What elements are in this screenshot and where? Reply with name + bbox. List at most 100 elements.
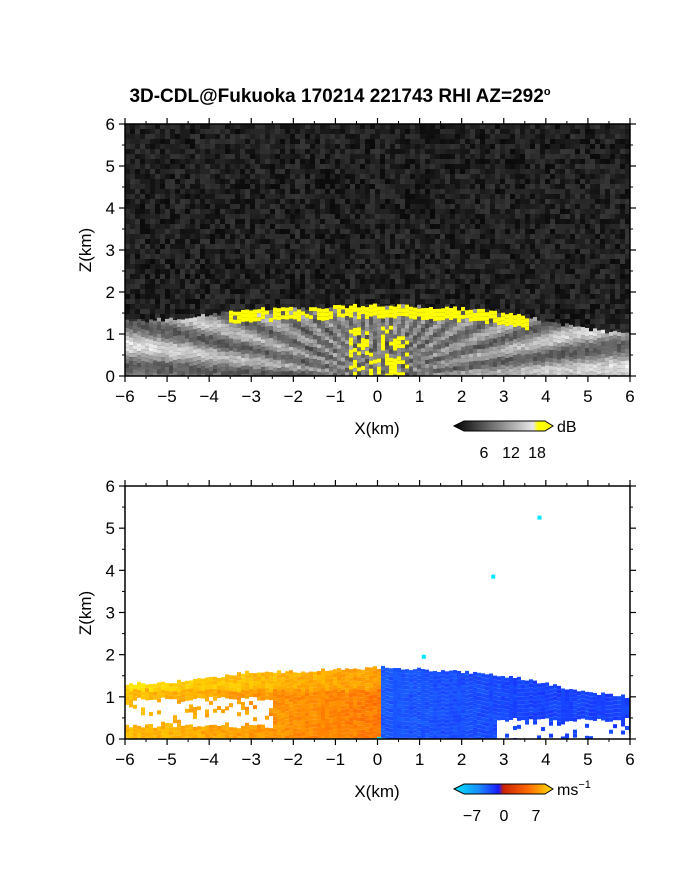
snr-noise-cell bbox=[540, 259, 545, 264]
snr-noise-cell bbox=[230, 209, 235, 214]
snr-noise-cell bbox=[585, 309, 590, 314]
snr-noise-cell bbox=[525, 149, 530, 154]
snr-noise-cell bbox=[515, 264, 520, 269]
snr-noise-cell bbox=[175, 194, 180, 199]
snr-noise-cell bbox=[620, 294, 625, 299]
snr-noise-cell bbox=[570, 159, 575, 164]
snr-noise-cell bbox=[575, 189, 580, 194]
snr-noise-cell bbox=[165, 174, 170, 179]
snr-noise-cell bbox=[195, 124, 200, 129]
snr-noise-cell bbox=[590, 199, 595, 204]
snr-noise-cell bbox=[480, 134, 485, 139]
snr-noise-cell bbox=[610, 244, 615, 249]
snr-noise-cell bbox=[430, 194, 435, 199]
snr-noise-cell bbox=[175, 239, 180, 244]
snr-noise-cell bbox=[575, 224, 580, 229]
snr-noise-cell bbox=[525, 184, 530, 189]
snr-noise-cell bbox=[260, 274, 265, 279]
snr-noise-cell bbox=[450, 224, 455, 229]
snr-noise-cell bbox=[525, 309, 530, 314]
snr-noise-cell bbox=[260, 139, 265, 144]
snr-noise-cell bbox=[310, 159, 315, 164]
snr-noise-cell bbox=[180, 154, 185, 159]
snr-noise-cell bbox=[535, 189, 540, 194]
snr-noise-cell bbox=[580, 304, 585, 309]
snr-noise-cell bbox=[315, 269, 320, 274]
snr-noise-cell bbox=[205, 264, 210, 269]
snr-noise-cell bbox=[180, 164, 185, 169]
snr-noise-cell bbox=[225, 199, 230, 204]
snr-noise-cell bbox=[175, 254, 180, 259]
snr-noise-cell bbox=[180, 279, 185, 284]
snr-noise-cell bbox=[135, 299, 140, 304]
snr-noise-cell bbox=[320, 154, 325, 159]
snr-noise-cell bbox=[605, 284, 610, 289]
snr-noise-cell bbox=[435, 279, 440, 284]
snr-noise-cell bbox=[525, 254, 530, 259]
snr-noise-cell bbox=[130, 289, 135, 294]
snr-noise-cell bbox=[220, 239, 225, 244]
snr-noise-cell bbox=[335, 249, 340, 254]
snr-noise-cell bbox=[355, 274, 360, 279]
snr-noise-cell bbox=[460, 129, 465, 134]
snr-noise-cell bbox=[230, 269, 235, 274]
snr-noise-cell bbox=[385, 264, 390, 269]
snr-noise-cell bbox=[350, 279, 355, 284]
snr-noise-cell bbox=[400, 194, 405, 199]
snr-noise-cell bbox=[340, 134, 345, 139]
snr-noise-cell bbox=[295, 204, 300, 209]
snr-noise-cell bbox=[145, 184, 150, 189]
snr-noise-cell bbox=[285, 189, 290, 194]
snr-noise-cell bbox=[130, 184, 135, 189]
snr-noise-cell bbox=[610, 219, 615, 224]
snr-noise-cell bbox=[155, 164, 160, 169]
snr-noise-cell bbox=[415, 244, 420, 249]
snr-noise-cell bbox=[375, 244, 380, 249]
snr-noise-cell bbox=[225, 289, 230, 294]
snr-noise-cell bbox=[485, 264, 490, 269]
snr-noise-cell bbox=[585, 169, 590, 174]
snr-noise-cell bbox=[450, 194, 455, 199]
snr-noise-cell bbox=[160, 274, 165, 279]
snr-noise-cell bbox=[360, 214, 365, 219]
snr-noise-cell bbox=[305, 164, 310, 169]
snr-noise-cell bbox=[560, 179, 565, 184]
snr-noise-cell bbox=[170, 189, 175, 194]
snr-noise-cell bbox=[125, 209, 130, 214]
snr-noise-cell bbox=[555, 294, 560, 299]
snr-noise-cell bbox=[150, 194, 155, 199]
snr-noise-cell bbox=[510, 259, 515, 264]
snr-noise-cell bbox=[400, 279, 405, 284]
snr-noise-cell bbox=[500, 149, 505, 154]
snr-noise-cell bbox=[365, 209, 370, 214]
snr-noise-cell bbox=[190, 294, 195, 299]
snr-noise-cell bbox=[145, 204, 150, 209]
snr-noise-cell bbox=[525, 299, 530, 304]
snr-noise-cell bbox=[130, 224, 135, 229]
snr-noise-cell bbox=[170, 249, 175, 254]
snr-noise-cell bbox=[390, 204, 395, 209]
snr-noise-cell bbox=[595, 164, 600, 169]
snr-noise-cell bbox=[245, 134, 250, 139]
snr-noise-cell bbox=[185, 274, 190, 279]
snr-noise-cell bbox=[275, 244, 280, 249]
snr-noise-cell bbox=[135, 144, 140, 149]
snr-noise-cell bbox=[300, 154, 305, 159]
snr-noise-cell bbox=[530, 169, 535, 174]
snr-noise-cell bbox=[425, 264, 430, 269]
snr-noise-cell bbox=[605, 324, 610, 329]
snr-noise-cell bbox=[240, 189, 245, 194]
snr-noise-cell bbox=[335, 184, 340, 189]
snr-noise-cell bbox=[430, 199, 435, 204]
snr-noise-cell bbox=[485, 224, 490, 229]
snr-noise-cell bbox=[605, 244, 610, 249]
snr-noise-cell bbox=[330, 274, 335, 279]
snr-noise-cell bbox=[475, 164, 480, 169]
snr-noise-cell bbox=[565, 309, 570, 314]
snr-noise-cell bbox=[230, 214, 235, 219]
snr-noise-cell bbox=[485, 154, 490, 159]
snr-noise-cell bbox=[560, 164, 565, 169]
snr-noise-cell bbox=[330, 169, 335, 174]
snr-noise-cell bbox=[225, 124, 230, 129]
snr-noise-cell bbox=[210, 139, 215, 144]
